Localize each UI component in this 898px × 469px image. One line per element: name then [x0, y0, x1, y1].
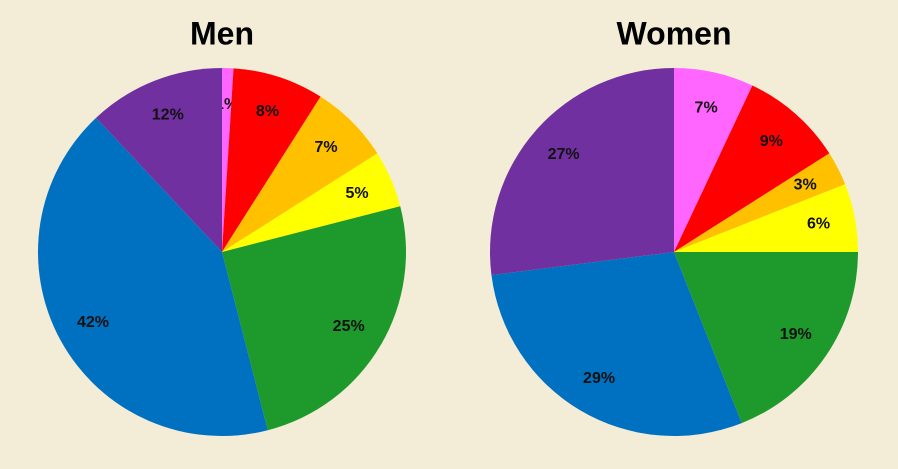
pie-slice — [674, 184, 858, 252]
pie-slice — [491, 252, 742, 436]
pie-slice — [96, 68, 222, 252]
pie-slice — [38, 117, 268, 436]
data-label: 25% — [333, 318, 365, 335]
data-label: 12% — [152, 106, 184, 123]
data-label: 9% — [760, 133, 783, 150]
pie-slice — [222, 153, 401, 252]
data-label: 7% — [315, 139, 338, 156]
data-label: 19% — [780, 326, 812, 343]
pie-slice — [222, 96, 378, 252]
chart-title: Men — [190, 15, 254, 51]
pie-slice — [674, 68, 753, 252]
chart-title: Women — [617, 15, 732, 51]
data-label: 42% — [77, 314, 109, 331]
data-label: 29% — [583, 370, 615, 387]
data-label: 7% — [695, 100, 718, 117]
data-label: 27% — [548, 146, 580, 163]
data-label: 5% — [346, 185, 369, 202]
data-label: 6% — [807, 216, 830, 233]
pie-slice — [222, 68, 321, 252]
pie-slice — [674, 153, 846, 252]
data-label: 3% — [794, 176, 817, 193]
pie-slice — [674, 85, 830, 252]
pie-slice — [222, 206, 406, 431]
pie-slice — [222, 68, 234, 252]
pie-slice — [489, 68, 674, 276]
pie-slice — [674, 252, 858, 424]
data-label: 8% — [256, 103, 279, 120]
